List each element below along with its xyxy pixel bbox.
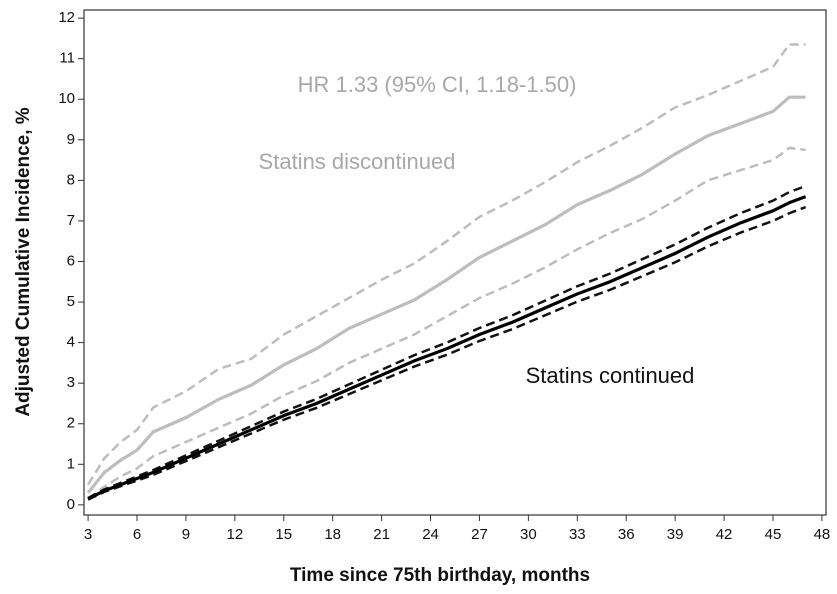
series-line [87, 184, 807, 500]
y-tick-label: 5 [67, 293, 75, 310]
x-tick-label: 3 [84, 526, 92, 543]
y-tick-label: 2 [67, 415, 75, 432]
x-tick-label: 30 [520, 526, 537, 543]
y-tick-label: 4 [67, 334, 75, 351]
x-axis-label: Time since 75th birthday, months [290, 565, 590, 586]
series-line [87, 205, 807, 501]
y-tick-label: 6 [67, 252, 75, 269]
x-tick-label: 27 [471, 526, 488, 543]
y-axis-label: Adjusted Cumulative Incidence, % [13, 107, 34, 416]
x-tick-label: 18 [324, 526, 341, 543]
series-line [87, 146, 806, 500]
y-tick-label: 10 [58, 90, 75, 107]
annotation: Statins discontinued [259, 149, 456, 174]
plot-frame [83, 9, 827, 516]
y-tick-label: 9 [67, 131, 75, 148]
series-line [86, 95, 806, 494]
y-tick-label: 8 [67, 171, 75, 188]
x-tick-label: 42 [716, 526, 733, 543]
x-tick-label: 39 [667, 526, 684, 543]
x-tick-label: 45 [765, 526, 782, 543]
x-tick-label: 6 [133, 526, 141, 543]
x-tick-label: 21 [373, 526, 390, 543]
series-line [87, 43, 806, 486]
x-tick-label: 15 [275, 526, 292, 543]
x-tick-label: 33 [569, 526, 586, 543]
y-tick-label: 12 [58, 9, 75, 26]
annotation: Statins continued [526, 363, 695, 388]
y-tick-label: 11 [59, 50, 75, 67]
y-tick-label: 3 [67, 374, 75, 391]
x-tick-label: 12 [227, 526, 244, 543]
series-line [87, 195, 807, 501]
y-tick-label: 1 [67, 455, 75, 472]
x-tick-label: 48 [814, 526, 831, 543]
annotation: HR 1.33 (95% CI, 1.18-1.50) [298, 72, 577, 97]
y-tick-label: 0 [67, 496, 75, 513]
x-tick-label: 24 [422, 526, 439, 543]
y-tick-label: 7 [67, 212, 75, 229]
x-tick-label: 36 [618, 526, 635, 543]
x-tick-label: 9 [182, 526, 190, 543]
